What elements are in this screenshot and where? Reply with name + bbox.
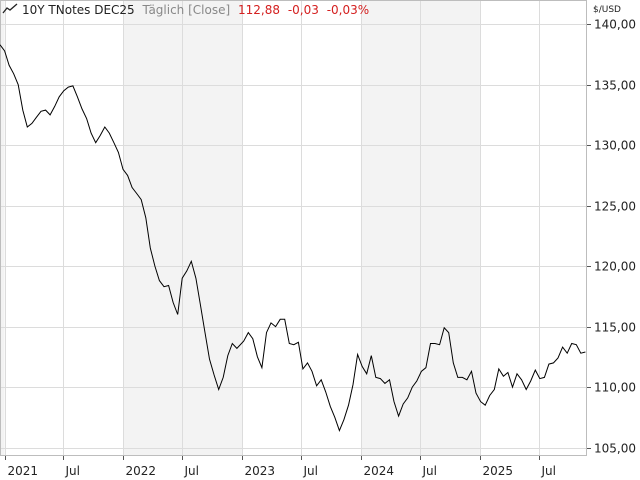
x-tick-label: Jul [184, 464, 199, 478]
y-tick-label: 125,00 [594, 200, 636, 214]
year-band [0, 0, 5, 456]
x-tick-label: Jul [541, 464, 556, 478]
y-tick-label: 140,00 [594, 18, 636, 32]
x-tick-label: 2021 [8, 464, 39, 478]
x-tick-label: 2022 [126, 464, 157, 478]
interval-label: Täglich [Close] [142, 3, 231, 17]
grid-lines [0, 0, 587, 456]
line-chart-icon [2, 3, 18, 17]
x-tick-label: Jul [303, 464, 318, 478]
y-tick-label: 115,00 [594, 321, 636, 335]
y-axis-unit: $/USD [593, 5, 621, 15]
x-tick-label: 2023 [245, 464, 276, 478]
y-tick-label: 130,00 [594, 139, 636, 153]
price-change-percent: -0,03% [326, 3, 370, 17]
price-line [0, 44, 586, 433]
x-axis: 2021 Jul 2022 Jul 2023 Jul 2024 Jul 2025 Jul [5, 456, 556, 478]
x-tick-label: 2024 [364, 464, 395, 478]
last-price: 112,88 [237, 3, 280, 17]
y-axis: 105,00 110,00 115,00 120,00 125,00 130,00 135,… [587, 18, 636, 456]
y-tick-label: 110,00 [594, 381, 636, 395]
price-change: -0,03 [287, 3, 319, 17]
y-tick-label: 120,00 [594, 260, 636, 274]
y-tick-label: 105,00 [594, 442, 636, 456]
y-tick-label: 135,00 [594, 79, 636, 93]
instrument-name: 10Y TNotes DEC25 [22, 3, 135, 17]
x-tick-label: Jul [65, 464, 80, 478]
chart-header: 10Y TNotes DEC25 Täglich [Close] 112,88 … [2, 3, 373, 17]
x-tick-label: Jul [422, 464, 437, 478]
x-tick-label: 2025 [483, 464, 514, 478]
plot-frame [0, 0, 587, 456]
